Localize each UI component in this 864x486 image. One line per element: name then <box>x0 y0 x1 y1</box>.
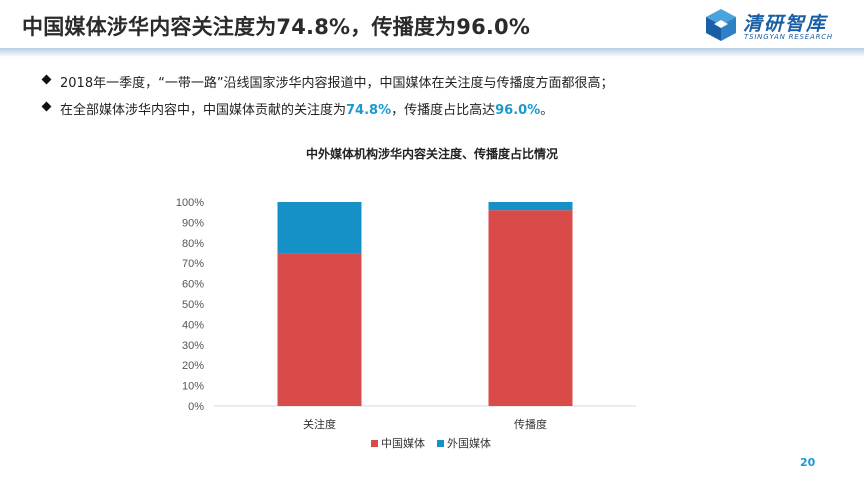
x-tick-label: 传播度 <box>514 417 547 431</box>
y-tick-label: 10% <box>182 381 204 393</box>
page-number: 20 <box>800 456 816 469</box>
bullet-text-part: ，传播度占比高达 <box>391 103 496 118</box>
y-tick-label: 20% <box>182 360 204 372</box>
y-tick-label: 70% <box>182 258 204 270</box>
y-tick-label: 0% <box>188 401 204 413</box>
legend-swatch <box>371 440 378 447</box>
logo-subtitle: TSINGYAN RESEARCH <box>744 33 833 41</box>
chart-title: 中外媒体机构涉华内容关注度、传播度占比情况 <box>305 147 558 161</box>
legend-label: 外国媒体 <box>447 436 491 450</box>
y-tick-label: 30% <box>182 340 204 352</box>
y-tick-label: 90% <box>182 217 204 229</box>
bullet-text: 在全部媒体涉华内容中，中国媒体贡献的关注度为74.8%，传播度占比高达96.0%… <box>60 99 553 118</box>
page-title: 中国媒体涉华内容关注度为74.8%，传播度为96.0% <box>22 15 531 39</box>
x-tick-label: 关注度 <box>303 417 336 431</box>
y-tick-label: 100% <box>176 197 204 209</box>
legend-label: 中国媒体 <box>381 436 425 450</box>
legend-swatch <box>437 440 444 447</box>
bullet-text-part: 在全部媒体涉华内容中，中国媒体贡献的关注度为 <box>60 103 347 118</box>
bar-segment-china <box>277 253 362 406</box>
bar-segment-foreign <box>488 202 573 211</box>
cube-logo-icon <box>706 9 736 41</box>
bar-segment-foreign <box>277 202 362 254</box>
highlight-attention-value: 74.8% <box>346 103 392 118</box>
highlight-spread-value: 96.0% <box>495 103 541 118</box>
y-tick-label: 40% <box>182 319 204 331</box>
brand-logo: 清研智库 TSINGYAN RESEARCH <box>703 7 863 47</box>
bullet-text: 2018年一季度，“一带一路”沿线国家涉华内容报道中，中国媒体在关注度与传播度方… <box>60 76 614 91</box>
y-tick-label: 80% <box>182 238 204 250</box>
y-tick-label: 60% <box>182 279 204 291</box>
logo-wordmark: 清研智库 <box>743 13 828 35</box>
bullet-text-part: 。 <box>540 103 554 118</box>
bar-segment-china <box>488 210 573 406</box>
y-tick-label: 50% <box>182 299 204 311</box>
header-divider <box>0 48 864 57</box>
